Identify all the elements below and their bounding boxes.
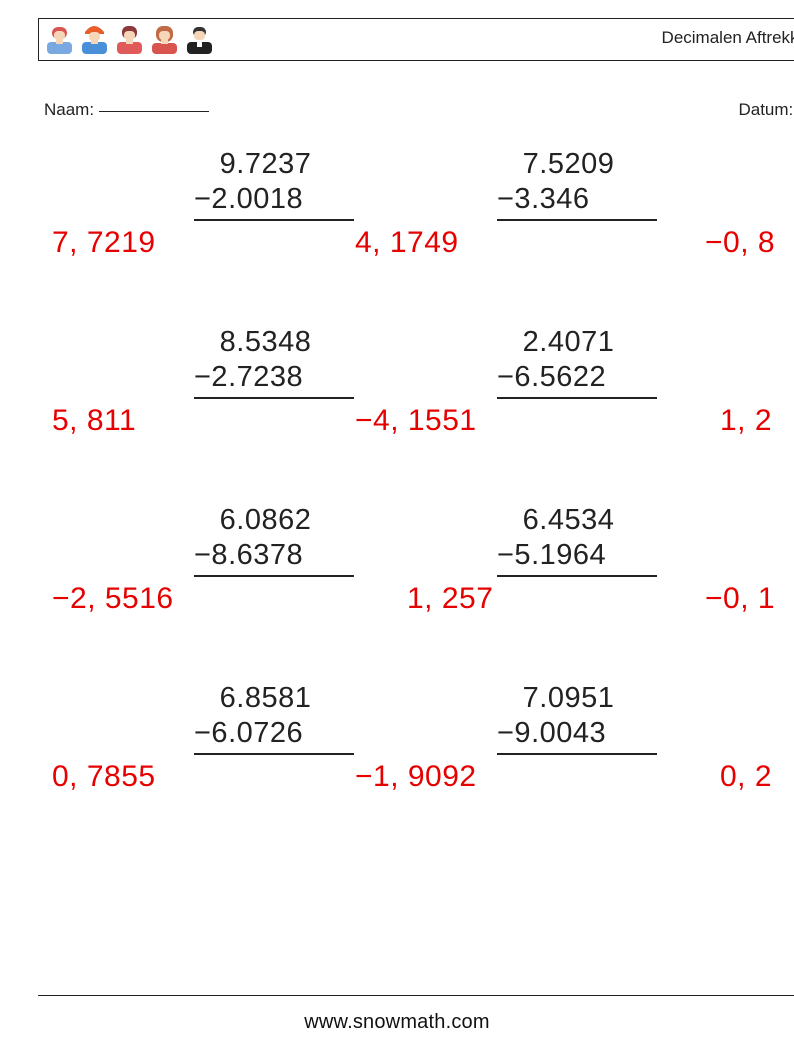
answer: 0, 7855 <box>52 760 156 794</box>
date-field[interactable]: Datum: <box>738 100 794 120</box>
answer: −1, 9092 <box>355 760 477 794</box>
avatar-icon <box>149 22 180 60</box>
avatar-icon <box>114 22 145 60</box>
footer-text: www.snowmath.com <box>304 1011 489 1033</box>
answer: 1, 257 <box>407 582 493 616</box>
worksheet-title: Decimalen Aftrekke <box>662 28 794 48</box>
name-field[interactable]: Naam: <box>44 100 209 120</box>
minuend: 6.8581 <box>194 682 354 715</box>
problem-cell: 6.0862 −8.6378 −2, 5516 <box>44 492 347 666</box>
problem-cell: −0, 8 <box>650 136 790 310</box>
date-label: Datum: <box>738 100 793 119</box>
answer: −0, 8 <box>705 226 775 260</box>
problem-row: 8.5348 −2.7238 5, 811 2.4071 −6.5622 −4,… <box>44 314 790 488</box>
avatar-icon <box>44 22 75 60</box>
answer: 5, 811 <box>52 404 136 438</box>
subtrahend: −2.0018 <box>194 183 354 221</box>
problem-cell: 9.7237 −2.0018 7, 7219 <box>44 136 347 310</box>
bottom-border <box>38 995 794 996</box>
subtrahend: −8.6378 <box>194 539 354 577</box>
problem-cell: 6.4534 −5.1964 1, 257 <box>347 492 650 666</box>
answer: −4, 1551 <box>355 404 477 438</box>
problem: 6.4534 −5.1964 <box>497 504 657 577</box>
problems-grid: 9.7237 −2.0018 7, 7219 7.5209 −3.346 4, … <box>44 136 790 844</box>
problem: 8.5348 −2.7238 <box>194 326 354 399</box>
minuend: 7.0951 <box>497 682 657 715</box>
subtrahend: −6.5622 <box>497 361 657 399</box>
minuend: 6.0862 <box>194 504 354 537</box>
problem-cell: 0, 2 <box>650 670 790 844</box>
problem: 9.7237 −2.0018 <box>194 148 354 221</box>
minuend: 7.5209 <box>497 148 657 181</box>
problem: 7.0951 −9.0043 <box>497 682 657 755</box>
footer-url: www.snowmath.com <box>0 1011 794 1034</box>
problem-cell: 1, 2 <box>650 314 790 488</box>
problem-cell: 7.0951 −9.0043 −1, 9092 <box>347 670 650 844</box>
problem-cell: 6.8581 −6.0726 0, 7855 <box>44 670 347 844</box>
minuend: 9.7237 <box>194 148 354 181</box>
problem-cell: 7.5209 −3.346 4, 1749 <box>347 136 650 310</box>
problem-row: 6.8581 −6.0726 0, 7855 7.0951 −9.0043 −1… <box>44 670 790 844</box>
minuend: 2.4071 <box>497 326 657 359</box>
answer: 1, 2 <box>720 404 772 438</box>
avatar-icon <box>79 22 110 60</box>
answer: −2, 5516 <box>52 582 174 616</box>
problem-cell: 2.4071 −6.5622 −4, 1551 <box>347 314 650 488</box>
problem-row: 9.7237 −2.0018 7, 7219 7.5209 −3.346 4, … <box>44 136 790 310</box>
problem-cell: 8.5348 −2.7238 5, 811 <box>44 314 347 488</box>
answer: 4, 1749 <box>355 226 459 260</box>
avatar-icon <box>184 22 215 60</box>
minuend: 8.5348 <box>194 326 354 359</box>
subtrahend: −2.7238 <box>194 361 354 399</box>
problem-cell: −0, 1 <box>650 492 790 666</box>
answer: 0, 2 <box>720 760 772 794</box>
problem: 6.0862 −8.6378 <box>194 504 354 577</box>
subtrahend: −9.0043 <box>497 717 657 755</box>
minuend: 6.4534 <box>497 504 657 537</box>
problem: 6.8581 −6.0726 <box>194 682 354 755</box>
subtrahend: −3.346 <box>497 183 657 221</box>
worksheet-page: Decimalen Aftrekke Naam: Datum: 9.7237 −… <box>0 0 794 1053</box>
subtrahend: −5.1964 <box>497 539 657 577</box>
name-label: Naam: <box>44 100 94 119</box>
name-line <box>99 111 209 112</box>
answer: −0, 1 <box>705 582 775 616</box>
problem: 2.4071 −6.5622 <box>497 326 657 399</box>
problem: 7.5209 −3.346 <box>497 148 657 221</box>
subtrahend: −6.0726 <box>194 717 354 755</box>
answer: 7, 7219 <box>52 226 156 260</box>
avatars-row <box>44 22 215 60</box>
problem-row: 6.0862 −8.6378 −2, 5516 6.4534 −5.1964 1… <box>44 492 790 666</box>
